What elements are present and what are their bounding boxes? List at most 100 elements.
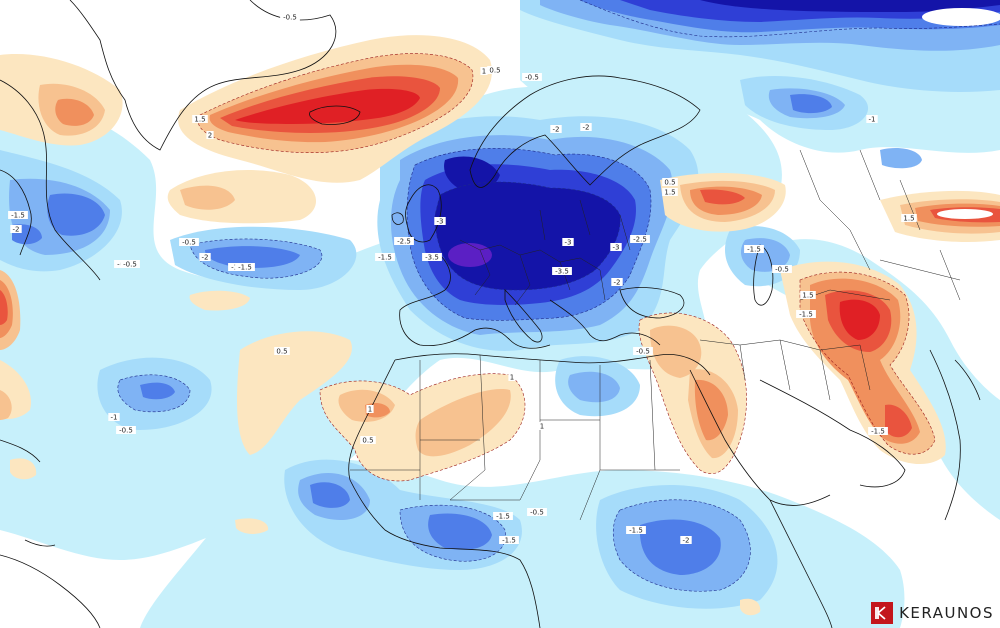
contour-label: -2 (550, 125, 562, 134)
contour-label-bg (192, 115, 208, 123)
contour-label: -3 (434, 217, 446, 226)
coast-india (929, 349, 981, 521)
contour-label-text: -0.5 (123, 261, 137, 269)
contour-label-text: -1.5 (799, 311, 813, 319)
keraunos-logo-icon (871, 602, 894, 624)
borders-middleeast (699, 289, 891, 401)
contour-label-text: -2 (583, 124, 590, 132)
contour-label-text: -2 (614, 279, 621, 287)
contour-egypt-pos (638, 312, 747, 475)
contour-label-bg (480, 67, 488, 75)
contour-label-text: -3.5 (555, 268, 569, 276)
contour-label-text: -2 (13, 226, 20, 234)
contour-label-text: -1.5 (238, 264, 252, 272)
field-neg-3-5-core (448, 243, 492, 267)
contour-label-text: 1.5 (802, 292, 813, 300)
contour-label-text: -1.5 (496, 513, 510, 521)
field-neg-1-5-med (568, 371, 620, 403)
contour-label-bg (394, 237, 414, 245)
contour-europe-2 (434, 181, 621, 291)
contour-label: -1.5 (626, 526, 646, 535)
field-neg-2-midatl (140, 382, 175, 400)
contour-label-bg (422, 253, 442, 261)
coast-arabia (759, 379, 906, 488)
coast-scandinavia (469, 75, 701, 188)
coast-southamerica (0, 554, 101, 628)
contour-label: 1 (480, 67, 488, 76)
contour-label-text: -1.5 (11, 212, 25, 220)
contour-label-text: -1 (869, 116, 876, 124)
contour-label: -1.5 (8, 211, 28, 220)
contour-label-text: -2 (553, 126, 560, 134)
contour-label-bg (487, 66, 503, 74)
contour-label-bg (274, 347, 290, 355)
contour-label: 1.5 (192, 115, 208, 124)
contour-label-bg (552, 267, 572, 275)
contour-label: 1 (366, 405, 374, 414)
brand-name: KERAUNOS (899, 604, 994, 622)
contour-label-text: -1.5 (747, 246, 761, 254)
contour-label-text: -3 (565, 239, 572, 247)
coast-caribbean (0, 439, 56, 547)
borders-europe (459, 199, 631, 306)
coast-uk (391, 184, 442, 243)
contour-label: -0.5 (280, 13, 300, 22)
coast-greenland (69, 0, 337, 151)
contour-label-text: 1 (510, 374, 514, 382)
contour-label-text: 1 (482, 68, 486, 76)
contour-label-bg (772, 265, 792, 273)
field-pos-0-5-midatl (237, 331, 352, 455)
contour-label-bg (360, 436, 376, 444)
contour-label: 0.5 (360, 436, 376, 445)
contour-label-text: -1.5 (378, 254, 392, 262)
borders-africa (350, 354, 680, 521)
contour-label: 1.5 (901, 214, 917, 223)
contour-westafrica-1 (399, 504, 506, 562)
contour-label: -3 (562, 238, 574, 247)
contour-lines-positive (197, 53, 936, 482)
contour-label: -3 (610, 243, 622, 252)
contour-label-bg (235, 263, 255, 271)
contour-label-bg (280, 13, 300, 21)
field-neg-2-canada (12, 193, 105, 245)
contour-label: 0.5 (274, 347, 290, 356)
contour-label: -2 (580, 123, 592, 132)
coast-blacksea (619, 287, 685, 319)
contour-eastafrica-1 (612, 499, 751, 592)
contour-label: 0.5 (487, 66, 503, 75)
contour-label-bg (508, 373, 516, 381)
contour-midatl-1 (117, 374, 191, 413)
coast-europe-west (399, 254, 551, 349)
contour-label-bg (611, 278, 623, 286)
field-neg-2-westafrica (310, 482, 492, 550)
contour-label-bg (633, 347, 653, 355)
contour-label-text: -2.5 (633, 236, 647, 244)
contour-label: -1.5 (493, 512, 513, 521)
contour-label: -2 (10, 225, 22, 234)
contour-label-text: -0.5 (530, 509, 544, 517)
contour-label-bg (662, 188, 678, 196)
contour-label-bg (522, 73, 542, 81)
coast-iceland (309, 105, 361, 125)
contour-label-text: -1.5 (629, 527, 643, 535)
contour-label: -1.5 (375, 253, 395, 262)
contour-label-text: 1.5 (664, 189, 675, 197)
contour-label-bg (744, 245, 764, 253)
contour-label-bg (199, 253, 211, 261)
contour-label: -0.5 (179, 238, 199, 247)
contour-label-text: -2 (202, 254, 209, 262)
contour-label: 1 (508, 373, 516, 382)
contour-label: -2 (611, 278, 623, 287)
contour-iran-1 (799, 271, 936, 455)
contour-label: -1.5 (235, 263, 255, 272)
contour-label-bg (580, 123, 592, 131)
contour-label: -1.5 (868, 427, 888, 436)
contour-label: -0.5 (522, 73, 542, 82)
contour-label-bg (550, 125, 562, 133)
contour-atl-1 (189, 238, 323, 279)
contour-label-bg (206, 131, 214, 139)
contour-label-text: 0.5 (664, 179, 675, 187)
contour-label: -1 (866, 115, 878, 124)
